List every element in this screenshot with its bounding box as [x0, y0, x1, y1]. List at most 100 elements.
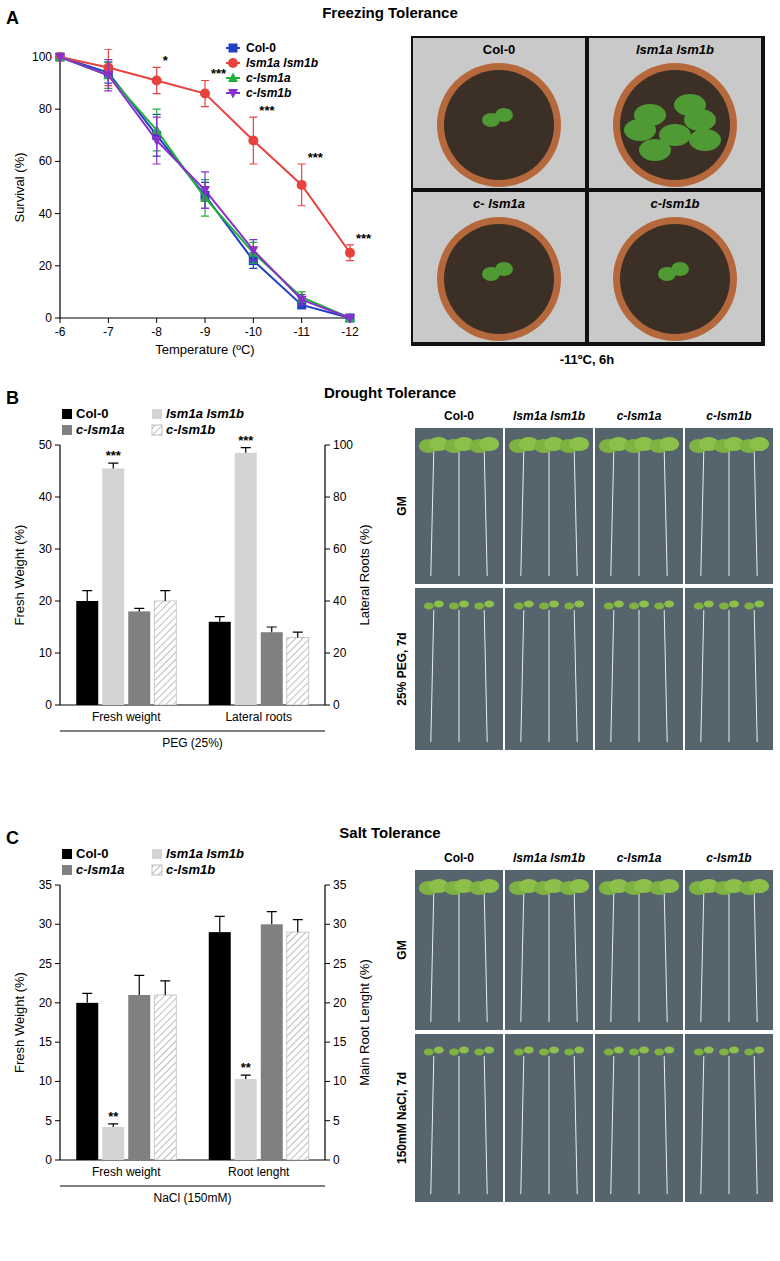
y2-tick-label: 0: [333, 1153, 340, 1167]
data-point: [297, 296, 307, 306]
y2-tick: [325, 497, 330, 498]
bar: [209, 932, 231, 1160]
y2-tick-label: 80: [333, 490, 347, 504]
y2-tick-label: 0: [333, 698, 340, 712]
root: [664, 892, 667, 1022]
y-tick-label: 10: [39, 646, 53, 660]
y-tick-label: 15: [39, 1035, 53, 1049]
row-label: 25% PEG, 7d: [395, 632, 409, 705]
leaf: [729, 601, 739, 608]
panel-title: Drought Tolerance: [324, 384, 456, 401]
row-label: GM: [395, 496, 409, 515]
y-tick-label: 20: [39, 259, 53, 273]
legend-label: c-lsm1b: [166, 862, 215, 877]
y-tick: [55, 1081, 60, 1082]
root: [521, 450, 524, 576]
legend-swatch: [152, 425, 162, 435]
line-chart: 020406080100-6-7-8-9-10-11-12Temperature…: [12, 41, 372, 357]
photo-caption: -11ºC, 6h: [560, 352, 615, 367]
root: [701, 610, 704, 742]
data-point: [56, 53, 65, 62]
root: [729, 450, 730, 576]
legend-marker: [229, 44, 238, 53]
root: [549, 610, 550, 742]
y-tick: [55, 497, 60, 498]
y2-axis-label: Lateral Roots (%): [357, 524, 372, 625]
y-tick-label: 60: [39, 154, 53, 168]
photo: [415, 588, 503, 750]
root: [701, 450, 704, 576]
leaf: [569, 879, 589, 893]
y2-tick-label: 15: [333, 1035, 347, 1049]
root: [701, 1056, 704, 1194]
photo: [413, 192, 585, 342]
y2-tick-label: 100: [333, 438, 353, 452]
y-tick-label: 80: [39, 102, 53, 116]
y-tick-label: 5: [45, 1114, 52, 1128]
leaf: [604, 603, 614, 610]
root: [639, 892, 640, 1022]
photo-label: lsm1a lsm1b: [636, 42, 714, 57]
photo-label: Col-0: [483, 42, 516, 57]
root: [484, 610, 487, 742]
plot-area: [76, 912, 309, 1160]
leaf: [564, 603, 574, 610]
panel-title: Salt Tolerance: [339, 824, 440, 841]
panel-title: Freezing Tolerance: [322, 4, 458, 21]
root: [639, 610, 640, 742]
leaf: [539, 1049, 549, 1056]
photo: [505, 1034, 593, 1202]
data-point: [200, 186, 210, 196]
photo: [415, 870, 503, 1030]
x-tick: [301, 318, 302, 323]
leaf: [659, 437, 679, 451]
root: [431, 892, 434, 1022]
root: [754, 892, 757, 1022]
error-bar: [108, 463, 118, 468]
leaf: [749, 879, 769, 893]
plot-area: [55, 49, 355, 323]
legend-swatch: [62, 409, 72, 419]
pot: [613, 63, 737, 187]
pot: [437, 63, 561, 187]
bar: [261, 924, 283, 1160]
y2-tick-label: 5: [333, 1114, 340, 1128]
group-line: [60, 1186, 325, 1187]
y-tick-label: 40: [39, 207, 53, 221]
significance: ***: [238, 433, 254, 448]
leaf: [729, 1047, 739, 1054]
y-axis-label: Fresh Weight (%): [12, 525, 27, 626]
x-axis: [60, 1159, 325, 1160]
y-tick: [55, 653, 60, 654]
root: [431, 1056, 434, 1194]
y-tick: [55, 445, 60, 446]
column-label: Col-0: [444, 409, 474, 423]
error-bar: [298, 164, 306, 206]
leaf: [549, 1047, 559, 1054]
leaf: [479, 879, 499, 893]
y2-tick: [325, 705, 330, 706]
leaf: [659, 879, 679, 893]
y2-tick: [325, 1160, 330, 1161]
root: [754, 610, 757, 742]
y2-tick: [325, 885, 330, 886]
x-tick: [253, 318, 254, 323]
bar: [261, 632, 283, 705]
leaf: [524, 601, 534, 608]
bar: [76, 1003, 98, 1160]
error-bar: [249, 240, 257, 261]
data-point: [248, 136, 258, 146]
y-tick-label: 30: [39, 917, 53, 931]
y2-tick-label: 40: [333, 594, 347, 608]
leaf: [514, 603, 524, 610]
y-tick: [55, 318, 60, 319]
error-bar: [104, 60, 112, 91]
root: [729, 892, 730, 1022]
legend-swatch: [152, 849, 162, 859]
soil: [444, 224, 554, 334]
leaf: [664, 601, 674, 608]
y2-tick-label: 10: [333, 1074, 347, 1088]
category-label: Fresh weight: [92, 710, 161, 724]
root: [484, 892, 487, 1022]
legend-swatch: [152, 865, 162, 875]
